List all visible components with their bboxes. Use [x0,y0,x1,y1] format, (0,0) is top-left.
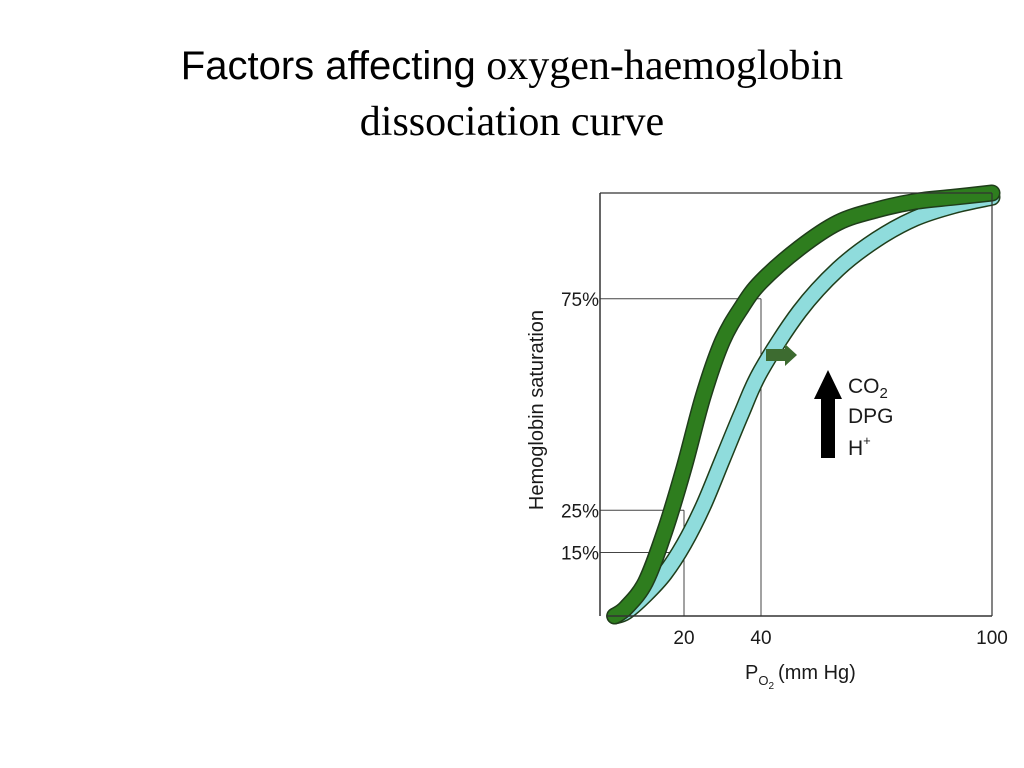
y-tick-25: 25% [561,501,599,522]
x-tick-40: 40 [750,628,771,649]
x-axis-title: PO2(mm Hg) [745,662,856,692]
title-rest: oxygen-haemoglobin [486,43,844,89]
factor-co2: CO2 [848,375,888,402]
normal-curve [607,186,999,623]
x-tick-20: 20 [673,628,694,649]
right-shift-arrow [766,344,797,366]
factor-dpg: DPG [848,405,894,428]
curves-group [606,184,1001,625]
slide-title: Factors affecting oxygen-haemoglobin dis… [0,38,1024,150]
y-tick-15: 15% [561,544,599,565]
right-shifted-curve [607,190,999,623]
title-lead: Factors affecting [180,44,476,88]
factors-up-arrow [814,370,842,458]
y-tick-75: 75% [561,290,599,311]
title-line-1: Factors affecting oxygen-haemoglobin [0,38,1024,94]
y-axis-title: Hemoglobin saturation [526,310,548,510]
y-tick-labels: 75% 25% 15% [561,290,599,565]
x-tick-100: 100 [976,628,1008,649]
factor-h-plus: H+ [848,433,871,460]
x-tick-labels: 20 40 100 [673,628,1007,649]
title-line-2: dissociation curve [359,99,665,145]
